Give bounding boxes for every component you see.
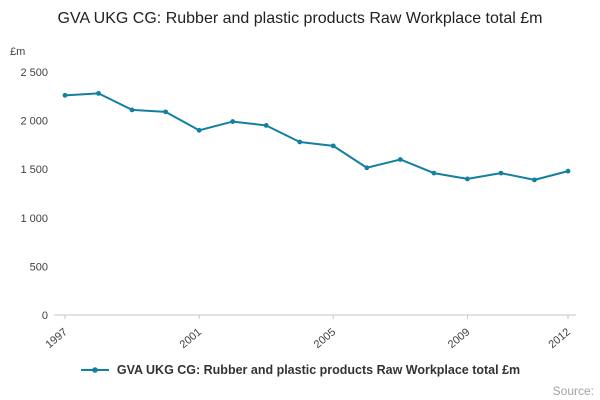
legend-line-marker-icon [80, 367, 109, 373]
svg-text:2005: 2005 [312, 326, 338, 351]
svg-text:2 000: 2 000 [20, 116, 48, 128]
svg-text:1997: 1997 [43, 326, 69, 351]
svg-text:1 500: 1 500 [20, 164, 48, 176]
legend-label: GVA UKG CG: Rubber and plastic products … [116, 363, 521, 377]
y-axis-unit-label: £m [10, 46, 26, 58]
svg-text:0: 0 [42, 310, 48, 322]
legend: GVA UKG CG: Rubber and plastic products … [0, 363, 600, 377]
svg-text:500: 500 [30, 261, 48, 273]
svg-text:2 500: 2 500 [20, 67, 48, 79]
svg-text:2012: 2012 [546, 326, 572, 351]
svg-text:2009: 2009 [446, 326, 472, 351]
chart-title: GVA UKG CG: Rubber and plastic products … [57, 10, 543, 27]
source-label: Source: [552, 384, 594, 398]
svg-text:2001: 2001 [178, 326, 204, 351]
svg-text:1 000: 1 000 [20, 213, 48, 225]
